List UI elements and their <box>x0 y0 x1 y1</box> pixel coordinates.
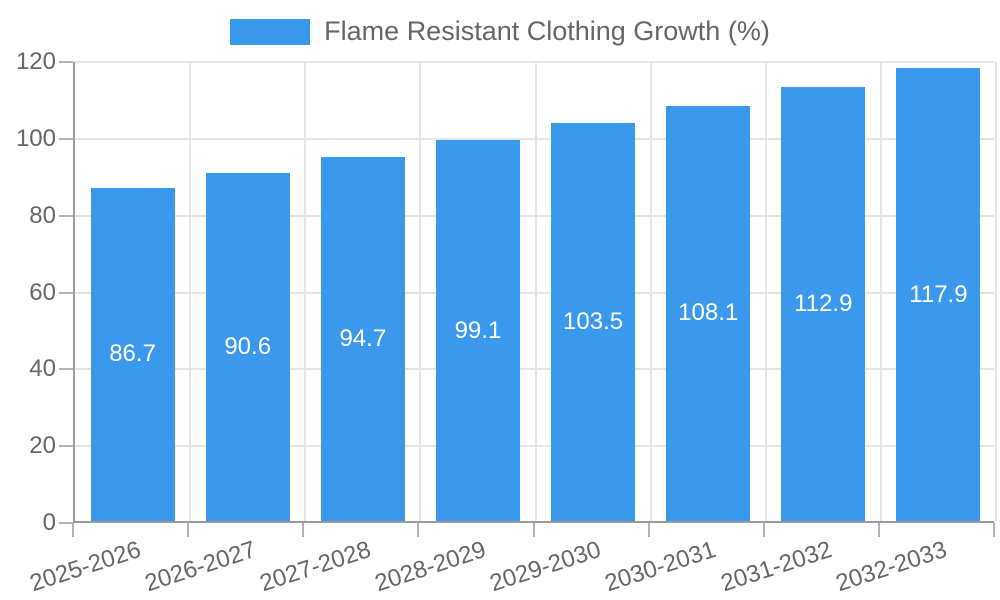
y-tick-label: 100 <box>15 124 56 152</box>
y-tick-label: 20 <box>29 432 56 460</box>
legend-swatch-icon <box>230 18 311 45</box>
y-tick-label: 60 <box>29 278 56 306</box>
x-tick-label: 2031-2032 <box>717 536 835 598</box>
bar: 112.9 <box>781 87 866 521</box>
bar: 99.1 <box>435 140 520 521</box>
gridline-vertical <box>879 62 882 521</box>
gridline-vertical <box>534 62 537 521</box>
y-tick-mark <box>59 368 73 371</box>
bar-value-label: 103.5 <box>563 308 624 336</box>
x-tick-label: 2025-2026 <box>26 536 144 598</box>
x-tick-mark <box>762 523 765 537</box>
x-tick-mark <box>993 523 995 537</box>
bar-value-label: 112.9 <box>794 290 853 318</box>
x-tick-label: 2032-2033 <box>832 536 950 598</box>
bar: 117.9 <box>896 68 981 521</box>
gridline-vertical <box>189 62 192 521</box>
y-tick-mark <box>59 137 73 140</box>
bar: 108.1 <box>666 105 751 521</box>
y-tick-label: 40 <box>29 355 56 383</box>
bar-value-label: 117.9 <box>909 280 968 308</box>
gridline-vertical <box>649 62 652 521</box>
legend[interactable]: Flame Resistant Clothing Growth (%) <box>0 16 1000 47</box>
x-tick-label: 2029-2030 <box>486 536 605 598</box>
x-tick-label: 2026-2027 <box>141 536 260 598</box>
bar: 94.7 <box>320 157 405 521</box>
y-tick-label: 80 <box>29 201 56 229</box>
y-tick-label: 120 <box>15 48 56 75</box>
x-tick-mark <box>187 523 190 537</box>
x-tick-mark <box>417 523 420 537</box>
x-tick-mark <box>877 523 880 537</box>
bar-value-label: 94.7 <box>339 325 387 353</box>
bar-value-label: 90.6 <box>224 332 272 360</box>
gridline-vertical <box>304 62 307 521</box>
y-tick-mark <box>59 61 73 63</box>
x-tick-label: 2030-2031 <box>602 536 720 598</box>
gridline-vertical <box>419 62 422 521</box>
plot-area: 86.7 90.6 94.7 99.1 103.5 108.1 112.9 117.9 <box>73 61 997 523</box>
x-tick-mark <box>532 523 535 537</box>
y-tick-mark <box>59 291 73 294</box>
gridline-vertical <box>764 62 767 521</box>
x-tick-label: 2027-2028 <box>256 536 375 598</box>
y-tick-mark <box>59 445 73 448</box>
x-tick-mark <box>302 523 305 537</box>
bar: 90.6 <box>205 172 290 521</box>
y-tick-mark <box>59 214 73 217</box>
x-tick-label: 2028-2029 <box>371 536 490 598</box>
bar: 86.7 <box>90 187 175 521</box>
x-tick-mark <box>72 523 74 537</box>
legend-label: Flame Resistant Clothing Growth (%) <box>324 16 770 46</box>
y-tick-label: 0 <box>42 509 56 536</box>
bar-value-label: 108.1 <box>678 299 739 327</box>
x-tick-mark <box>647 523 650 537</box>
bar: 103.5 <box>551 123 636 521</box>
gridline-vertical <box>995 62 997 521</box>
y-tick-mark <box>59 522 73 524</box>
bar-value-label: 99.1 <box>454 316 502 344</box>
bar-value-label: 86.7 <box>109 340 156 368</box>
